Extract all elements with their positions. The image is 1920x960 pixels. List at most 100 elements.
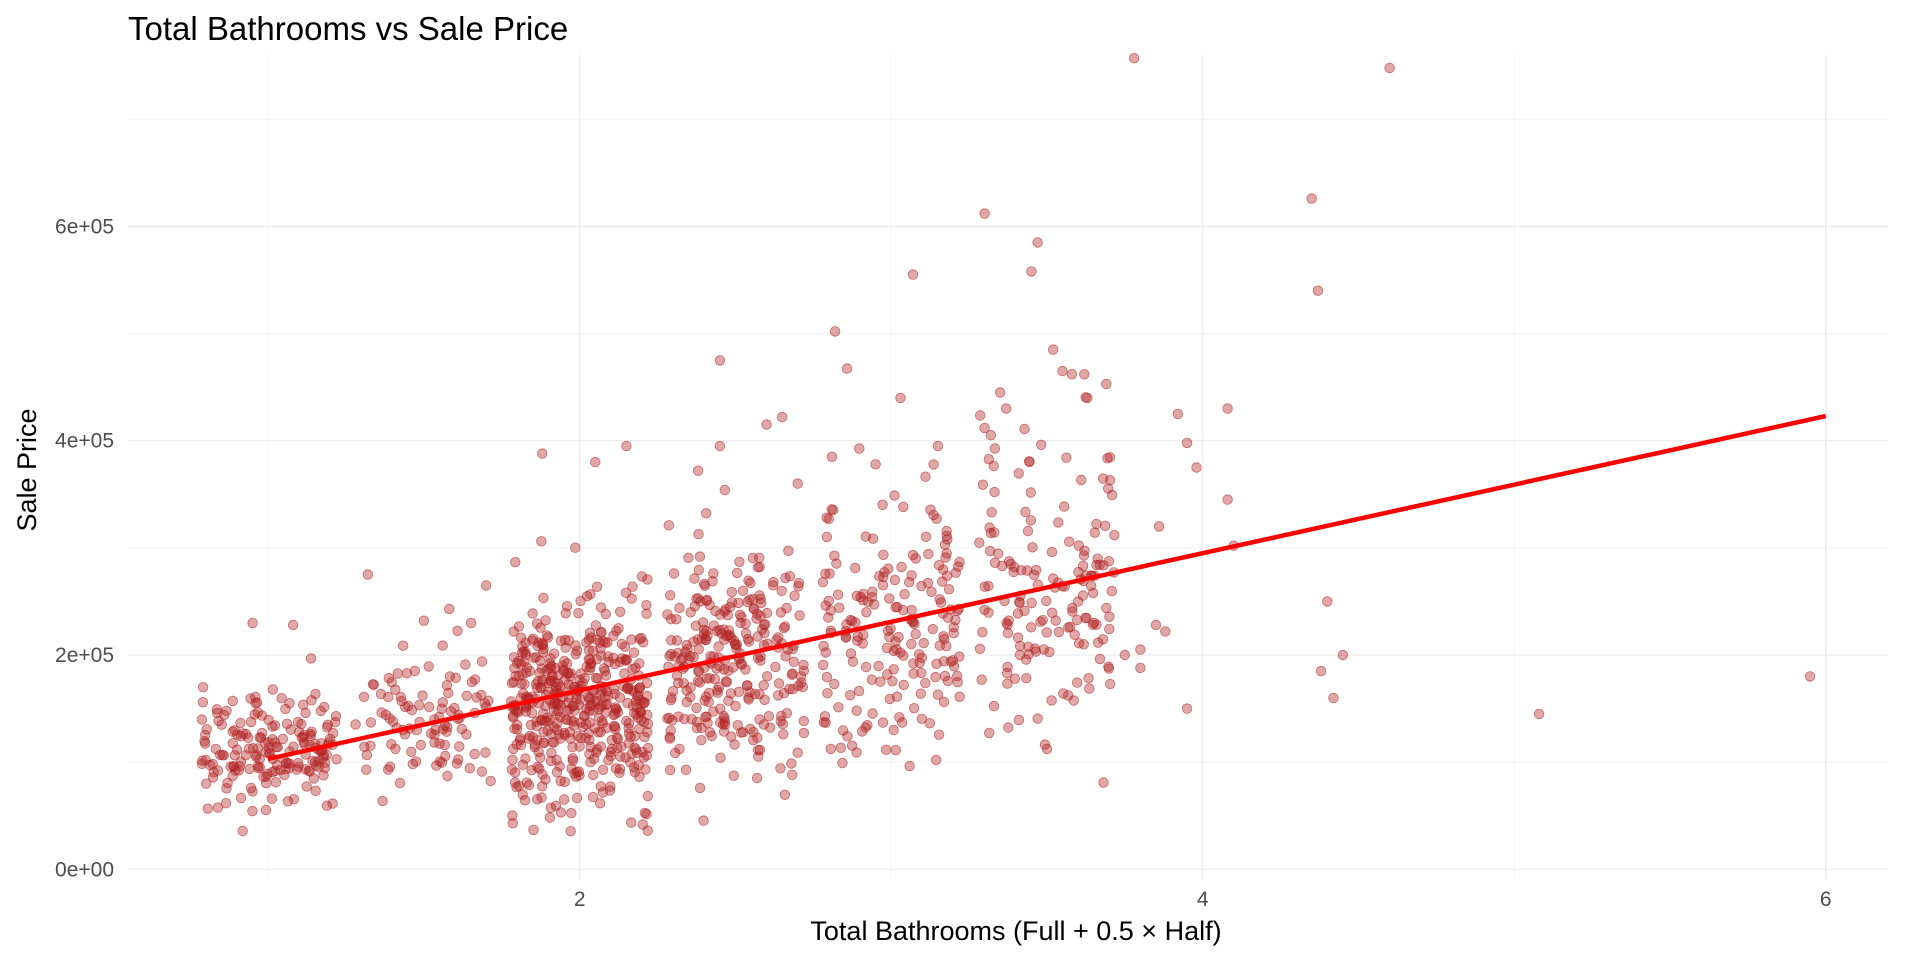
data-point <box>1026 597 1037 609</box>
data-point <box>798 727 810 739</box>
data-point <box>277 733 289 745</box>
data-point <box>1013 468 1024 479</box>
data-point <box>1003 722 1014 733</box>
data-point <box>442 770 453 782</box>
data-point <box>275 764 286 776</box>
data-point <box>418 615 430 626</box>
data-point <box>614 763 626 775</box>
data-point <box>536 536 547 547</box>
data-point <box>818 640 829 652</box>
data-point <box>367 679 379 690</box>
data-point <box>531 652 542 663</box>
data-point <box>1160 626 1171 637</box>
data-point <box>820 568 831 579</box>
data-point <box>292 716 304 728</box>
data-point <box>780 572 791 584</box>
data-point <box>611 704 622 715</box>
data-point <box>358 691 370 703</box>
data-point <box>983 454 995 465</box>
data-point <box>1804 671 1816 682</box>
data-point <box>350 719 361 730</box>
data-point <box>933 560 945 571</box>
data-point <box>245 782 257 794</box>
data-point <box>595 602 607 613</box>
data-point <box>559 634 571 646</box>
data-point <box>954 691 965 703</box>
data-point <box>632 747 643 759</box>
data-point <box>853 685 865 697</box>
data-point <box>954 651 965 662</box>
data-point <box>721 630 732 642</box>
data-point <box>255 732 267 743</box>
data-point <box>867 586 878 597</box>
data-point <box>537 781 548 792</box>
data-point <box>1103 556 1115 567</box>
data-point <box>663 520 675 531</box>
data-point <box>691 702 702 714</box>
data-point <box>1035 616 1046 628</box>
data-point <box>1072 596 1084 607</box>
data-point <box>511 719 523 731</box>
data-point <box>762 671 773 682</box>
data-point <box>395 691 407 703</box>
data-point <box>665 725 676 736</box>
data-point <box>992 548 1004 559</box>
data-point <box>398 640 409 651</box>
data-point <box>852 631 864 642</box>
data-point <box>377 795 388 807</box>
data-point <box>704 673 715 684</box>
data-point <box>948 622 959 633</box>
data-point <box>752 562 764 573</box>
data-point <box>763 711 775 722</box>
data-point <box>942 570 953 582</box>
data-point <box>794 610 805 621</box>
data-point <box>565 671 576 682</box>
data-point <box>670 747 681 759</box>
data-point <box>985 430 997 441</box>
data-point <box>609 658 621 670</box>
data-point <box>704 727 716 738</box>
data-point <box>850 617 861 628</box>
data-point <box>989 557 1001 569</box>
data-point <box>935 597 947 608</box>
data-point <box>593 712 605 724</box>
data-point <box>829 678 840 690</box>
data-point <box>888 724 899 736</box>
data-point <box>359 741 370 753</box>
data-point <box>977 627 988 638</box>
data-point <box>698 624 710 636</box>
data-point <box>634 771 645 783</box>
data-point <box>1001 617 1012 629</box>
data-point <box>779 621 791 632</box>
data-point <box>626 634 637 645</box>
data-point <box>450 672 462 684</box>
data-point <box>1025 487 1037 498</box>
data-point <box>1094 653 1106 665</box>
data-point <box>390 684 401 695</box>
data-point <box>732 720 744 731</box>
data-point <box>581 661 592 673</box>
data-point <box>1030 564 1042 576</box>
data-point <box>898 679 909 691</box>
y-axis-title: Sale Price <box>12 408 42 531</box>
data-point <box>202 803 214 814</box>
data-point <box>1312 285 1324 296</box>
data-point <box>1128 53 1140 64</box>
data-point <box>437 640 448 651</box>
data-point <box>559 794 570 805</box>
data-point <box>537 769 548 780</box>
data-point <box>479 698 490 709</box>
data-point <box>1002 619 1013 630</box>
data-point <box>229 750 241 761</box>
data-point <box>995 387 1006 398</box>
data-point <box>1191 462 1202 473</box>
data-point <box>694 551 706 562</box>
data-point <box>1073 566 1084 578</box>
data-point <box>270 777 282 788</box>
data-point <box>625 731 636 743</box>
data-point <box>565 826 576 837</box>
data-point <box>1078 639 1089 650</box>
data-point <box>240 728 252 740</box>
data-point <box>860 531 872 542</box>
data-point <box>692 465 704 476</box>
